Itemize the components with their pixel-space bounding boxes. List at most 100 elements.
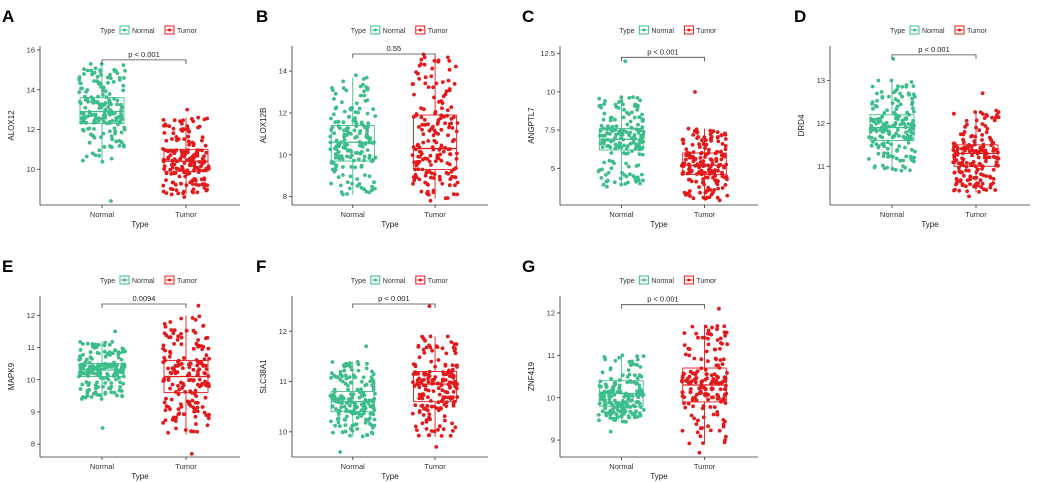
data-point bbox=[81, 128, 86, 133]
data-point bbox=[116, 355, 121, 360]
data-point bbox=[878, 134, 883, 139]
data-point bbox=[86, 371, 90, 375]
data-point bbox=[903, 125, 908, 130]
data-point bbox=[359, 120, 364, 125]
data-point bbox=[99, 397, 104, 401]
data-point bbox=[436, 427, 440, 432]
x-tick-label: Normal bbox=[90, 210, 115, 219]
data-point bbox=[195, 429, 200, 434]
y-axis-title: MAPK9 bbox=[7, 362, 16, 390]
data-point bbox=[341, 120, 346, 125]
y-tick-label: 12 bbox=[817, 119, 825, 128]
data-point bbox=[118, 102, 123, 107]
data-point bbox=[329, 371, 334, 376]
data-point bbox=[693, 156, 698, 161]
data-point bbox=[615, 144, 619, 149]
data-point bbox=[339, 405, 344, 409]
data-point bbox=[199, 344, 204, 348]
data-point bbox=[713, 178, 718, 183]
data-point bbox=[109, 145, 114, 150]
data-point bbox=[901, 158, 906, 163]
data-point bbox=[182, 170, 187, 175]
data-point bbox=[181, 127, 186, 132]
data-point bbox=[961, 151, 965, 156]
data-point bbox=[610, 124, 615, 129]
data-point bbox=[424, 420, 429, 424]
data-point bbox=[427, 433, 432, 437]
data-point bbox=[687, 192, 691, 197]
x-tick-label: Tumor bbox=[424, 210, 446, 219]
data-point bbox=[436, 132, 440, 136]
data-point bbox=[359, 387, 363, 392]
data-point bbox=[452, 82, 457, 86]
data-point bbox=[640, 112, 644, 117]
data-point bbox=[173, 416, 177, 421]
legend-key-dot-normal bbox=[123, 28, 126, 32]
data-point bbox=[81, 158, 85, 163]
x-axis-title: Type bbox=[921, 220, 939, 229]
data-point bbox=[454, 157, 459, 161]
data-point bbox=[701, 164, 706, 169]
data-point bbox=[894, 156, 899, 161]
data-point bbox=[429, 429, 434, 433]
data-point bbox=[121, 88, 126, 93]
data-point bbox=[880, 114, 885, 119]
data-point bbox=[598, 141, 603, 146]
data-point bbox=[104, 95, 109, 99]
x-tick-label: Normal bbox=[341, 462, 366, 471]
data-point bbox=[715, 338, 720, 342]
data-point bbox=[603, 382, 608, 387]
data-point bbox=[431, 85, 435, 90]
data-point bbox=[423, 173, 428, 178]
data-point bbox=[604, 131, 609, 136]
data-point bbox=[174, 188, 179, 193]
data-point bbox=[338, 424, 342, 428]
data-point bbox=[412, 92, 416, 97]
data-point bbox=[450, 174, 454, 179]
data-point bbox=[411, 175, 416, 180]
data-point bbox=[177, 174, 182, 179]
data-point bbox=[189, 390, 194, 395]
data-point bbox=[181, 191, 186, 196]
data-point bbox=[204, 150, 209, 155]
data-point bbox=[331, 88, 335, 93]
bracket-line bbox=[352, 53, 436, 58]
data-point bbox=[714, 363, 719, 368]
data-point bbox=[639, 374, 644, 379]
data-point bbox=[440, 388, 445, 393]
data-point bbox=[356, 362, 361, 367]
data-point bbox=[599, 103, 603, 108]
data-point bbox=[333, 91, 338, 96]
data-point bbox=[638, 405, 643, 409]
data-point bbox=[449, 121, 454, 126]
data-point bbox=[423, 81, 428, 86]
data-point bbox=[162, 158, 167, 162]
box-normal bbox=[328, 73, 378, 197]
data-point bbox=[115, 98, 120, 103]
data-point bbox=[422, 351, 427, 355]
data-point bbox=[329, 116, 333, 121]
data-point bbox=[334, 105, 339, 110]
data-point bbox=[334, 399, 339, 404]
data-point bbox=[990, 141, 995, 145]
data-point bbox=[195, 405, 200, 410]
data-point bbox=[80, 111, 85, 115]
data-point bbox=[351, 373, 356, 378]
data-point bbox=[447, 183, 452, 188]
data-point bbox=[116, 350, 121, 354]
data-point bbox=[637, 383, 642, 388]
data-point bbox=[365, 361, 369, 366]
data-point-outlier bbox=[899, 168, 904, 173]
data-point bbox=[170, 162, 174, 167]
data-point bbox=[82, 67, 86, 72]
data-point bbox=[723, 333, 727, 338]
data-point bbox=[440, 106, 444, 111]
data-point bbox=[451, 429, 455, 433]
data-point bbox=[713, 356, 718, 361]
data-point bbox=[373, 391, 377, 396]
data-point bbox=[367, 174, 372, 179]
data-point bbox=[200, 135, 205, 140]
data-point bbox=[683, 352, 688, 357]
y-tick-label: 13 bbox=[817, 76, 825, 85]
data-point bbox=[180, 150, 185, 155]
